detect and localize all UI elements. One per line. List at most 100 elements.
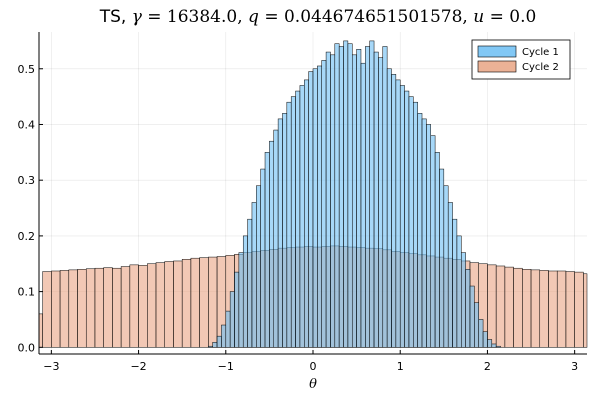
cycle-1-bar [413, 101, 418, 348]
legend-swatch-cycle-2 [477, 60, 517, 73]
cycle-1-bar [325, 51, 331, 348]
cycle-1-bar [251, 202, 257, 348]
cycle-1-bar [264, 152, 270, 348]
cycle-2-bar [85, 268, 96, 348]
cycle-1-bar [269, 140, 275, 348]
cycle-1-bar [421, 118, 427, 348]
x-tick-label: −2 [130, 360, 146, 373]
cycle-1-bar [299, 85, 305, 348]
y-tick-label: 0.0 [18, 341, 36, 354]
cycle-1-bar [426, 124, 431, 348]
cycle-1-bar [456, 235, 462, 348]
cycle-2-bar [155, 262, 165, 348]
chart-title: TS, γ = 16384.0, q = 0.044674651501578, … [99, 7, 537, 27]
cycle-1-bar [356, 49, 362, 348]
cycle-2-bar [112, 267, 122, 348]
cycle-1-bar [256, 185, 261, 348]
cycle-1-bar [395, 79, 401, 348]
legend-swatch-cycle-1 [477, 45, 517, 58]
cycle-2-bar [539, 270, 549, 348]
cycle-2-bar [94, 267, 104, 348]
cycle-2-bar [513, 267, 523, 348]
chart-title-gamma-symbol: γ [132, 7, 143, 27]
cycle-1-bar [247, 218, 253, 348]
cycle-1-bar [439, 168, 445, 348]
cycle-2-bar [487, 264, 497, 348]
y-tick-label: 0.1 [18, 286, 36, 299]
cycle-1-bar [304, 79, 309, 348]
cycle-1-bar [447, 202, 453, 348]
x-axis-label: θ [309, 377, 317, 392]
cycle-1-bar [308, 71, 314, 348]
x-tick-label: 1 [397, 360, 404, 373]
cycle-1-bar [474, 302, 479, 348]
cycle-2-bar [51, 270, 61, 348]
cycle-1-bar [478, 319, 484, 348]
cycle-1-bar [391, 74, 397, 348]
tick-labels: −3 −2 −1 0 1 2 3 0.0 0.1 0.2 0.3 0.4 0.5 [18, 63, 579, 373]
cycle-2-bar [504, 266, 514, 348]
chart-title-prefix: TS, [99, 7, 132, 27]
cycle-1-bar [317, 65, 322, 348]
cycle-1-bar [221, 324, 227, 348]
cycle-1-bar [260, 168, 266, 348]
cycle-2-bar [59, 270, 70, 348]
cycle-1-bar [491, 343, 497, 348]
cycle-1-bar [399, 85, 405, 348]
cycle-2-bar [173, 260, 183, 348]
cycle-2-bar [129, 264, 139, 348]
cycle-1-bar [290, 96, 296, 348]
cycle-2-bar [495, 265, 506, 348]
cycle-2-bar [138, 265, 148, 348]
cycle-2-bar [77, 269, 87, 348]
cycle-2-bar [522, 269, 532, 348]
y-tick-label: 0.2 [18, 230, 36, 243]
chart-title-q-symbol: q [248, 7, 259, 27]
cycle-1-bar [277, 118, 283, 348]
cycle-1-bar [434, 152, 440, 348]
cycle-1-bar [360, 62, 366, 348]
cycle-2-bar [190, 257, 200, 348]
chart-title-u-symbol: u [473, 7, 484, 27]
cycle-1-bar [487, 339, 493, 348]
y-tick-label: 0.3 [18, 174, 36, 187]
cycle-1-bar [282, 113, 288, 348]
cycle-1-bar [465, 269, 471, 348]
cycle-1-bar [330, 54, 336, 348]
y-tick-label: 0.5 [18, 63, 36, 76]
cycle-1-bar [373, 51, 379, 348]
cycle-1-bar [334, 43, 340, 348]
cycle-1-bar [347, 43, 353, 348]
cycle-2-bar [574, 271, 584, 348]
legend-label-cycle-1: Cycle 1 [522, 47, 559, 58]
x-tick-label: −3 [43, 360, 59, 373]
cycle-1-bar [238, 252, 244, 348]
cycle-1-bar [430, 135, 436, 348]
cycle-1-bar [295, 90, 301, 348]
cycle-2-bar [164, 261, 174, 348]
cycle-2-bar [147, 263, 157, 348]
chart-title-q-value: = 0.044674651501578, [259, 7, 473, 27]
cycle-1-bar [443, 185, 449, 348]
cycle-2-bar [583, 273, 588, 348]
cycle-2-bar [181, 259, 192, 348]
cycle-1-bar [469, 285, 475, 348]
cycle-1-bar [386, 68, 392, 348]
axes [38, 32, 587, 355]
cycle-2-bar [199, 257, 209, 348]
cycle-1-bar [482, 331, 488, 348]
cycle-1-bar [351, 54, 357, 348]
cycle-2-bar [42, 271, 52, 348]
cycle-1-bar [312, 68, 318, 348]
cycle-1-bar [242, 235, 248, 348]
cycle-1-bar [212, 342, 218, 348]
cycle-2-bar [68, 269, 78, 348]
cycle-2-bar [120, 266, 131, 348]
x-tick-label: 2 [484, 360, 491, 373]
cycle-1-bar [286, 101, 292, 348]
cycle-1-bar [343, 40, 349, 348]
cycle-1-bar [225, 310, 231, 348]
cycle-2-bar [103, 267, 113, 348]
cycle-2-bar [38, 313, 43, 348]
